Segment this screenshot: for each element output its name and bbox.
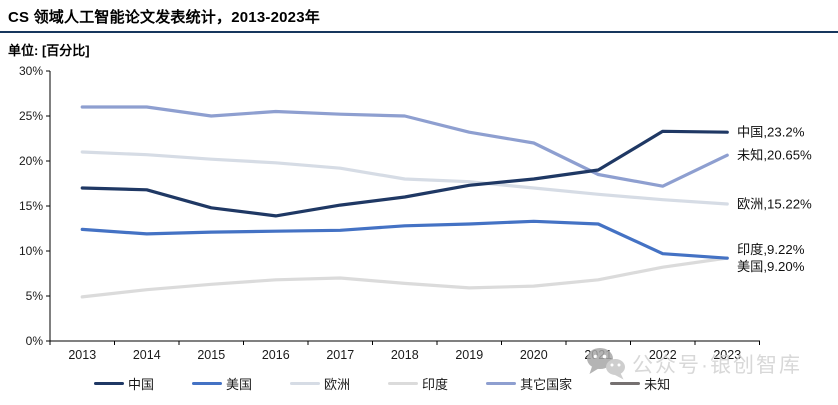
legend-swatch	[388, 381, 419, 386]
legend-label: 其它国家	[520, 377, 573, 392]
series-line-1	[80, 219, 729, 260]
x-tick-label: 2015	[197, 348, 225, 362]
series-line-2	[80, 150, 729, 206]
legend-label: 欧洲	[324, 377, 351, 392]
y-tick-label: 30%	[19, 64, 43, 78]
x-tick-label: 2021	[584, 348, 612, 362]
legend-swatch	[192, 381, 223, 386]
legend-item-0: 中国	[94, 374, 154, 393]
series-end-label: 中国,23.2%	[737, 125, 805, 140]
line-chart: 0% 5% 10% 15% 20% 25% 30% 2013 2014 2015 2016 2017 2…	[19, 64, 812, 362]
series-end-label: 未知,20.65%	[737, 147, 812, 163]
series-end-label: 印度,9.22%	[737, 242, 805, 257]
x-tick-label: 2019	[455, 348, 483, 362]
series-end-label: 美国,9.20%	[737, 259, 805, 274]
legend-label: 印度	[422, 377, 449, 392]
x-tick-label: 2013	[68, 348, 96, 362]
x-tick-label: 2020	[520, 348, 548, 362]
series-end-label: 欧洲,15.22%	[737, 197, 812, 212]
y-tick-label: 5%	[26, 289, 44, 303]
x-tick-label: 2023	[713, 348, 741, 362]
x-tick-label: 2016	[262, 348, 290, 362]
series-line-0	[80, 129, 729, 218]
chart-legend: 中国 美国 欧洲 印度 其它国家 未知	[94, 374, 670, 393]
y-tick-label: 25%	[19, 109, 43, 123]
series-line-3	[80, 256, 729, 299]
legend-label: 未知	[644, 377, 671, 392]
y-tick-label: 20%	[19, 154, 43, 168]
legend-item-3: 印度	[388, 374, 448, 393]
x-tick-label: 2014	[133, 348, 161, 362]
x-tick-label: 2017	[326, 348, 354, 362]
legend-item-5: 未知	[610, 374, 670, 393]
legend-item-4: 其它国家	[486, 374, 572, 393]
legend-swatch	[94, 381, 124, 386]
legend-label: 美国	[226, 377, 253, 392]
legend-label: 中国	[128, 377, 155, 392]
unit-label: 单位: [百分比]	[8, 43, 90, 58]
legend-swatch	[290, 381, 321, 386]
chart-title: CS 领域人工智能论文发表统计，2013-2023年	[8, 9, 320, 26]
title-divider	[0, 31, 838, 33]
y-tick-label: 10%	[19, 244, 43, 258]
y-tick-label: 0%	[26, 334, 44, 348]
legend-swatch	[610, 381, 641, 386]
legend-item-2: 欧洲	[290, 374, 350, 393]
legend-item-1: 美国	[192, 374, 252, 393]
x-tick-label: 2018	[391, 348, 419, 362]
legend-swatch	[486, 381, 517, 386]
series-line-4	[80, 105, 729, 188]
x-tick-label: 2022	[649, 348, 677, 362]
y-tick-label: 15%	[19, 199, 43, 213]
